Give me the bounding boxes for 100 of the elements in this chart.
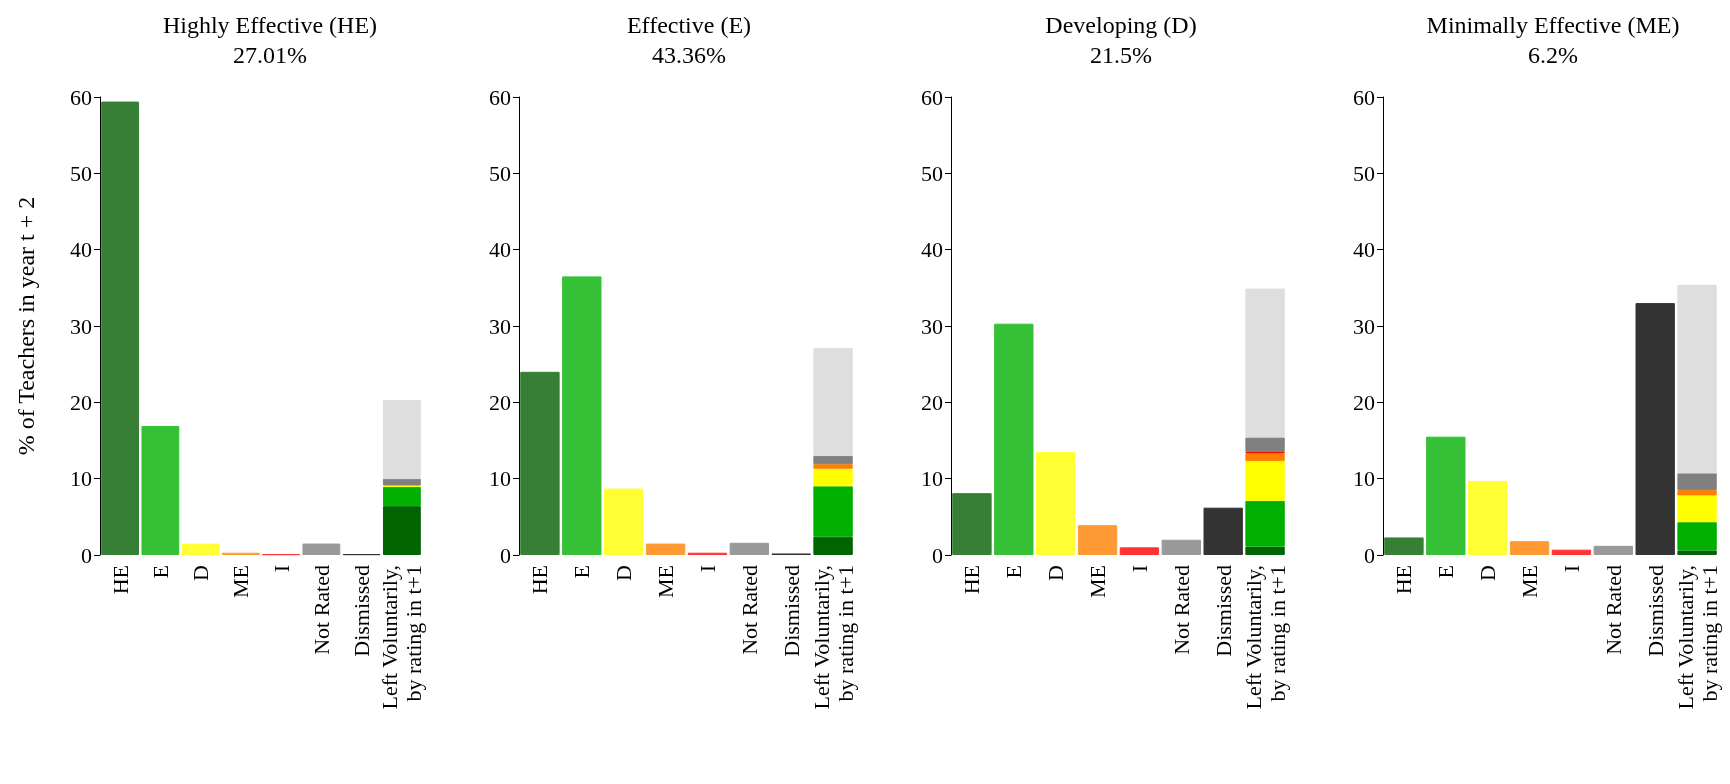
y-tick-label: 40 xyxy=(1353,237,1375,263)
y-tick-label: 10 xyxy=(70,466,92,492)
bar xyxy=(181,543,220,555)
y-tick-label: 50 xyxy=(921,160,943,186)
y-tick-label: 0 xyxy=(932,542,943,568)
y-tick-label: 60 xyxy=(70,84,92,110)
bar xyxy=(1245,546,1285,555)
bar xyxy=(382,487,421,507)
y-tick-label: 30 xyxy=(921,313,943,339)
x-tick-label: E xyxy=(1001,565,1027,579)
bar xyxy=(645,543,686,555)
bar xyxy=(101,101,140,555)
y-tick-label: 40 xyxy=(921,237,943,263)
chart-subtitle: 6.2% xyxy=(1528,42,1578,68)
y-tick-label: 0 xyxy=(500,542,511,568)
x-tick-label: Not Rated xyxy=(308,565,334,655)
bar xyxy=(1245,288,1285,438)
bar xyxy=(1677,284,1717,474)
bar xyxy=(604,488,644,555)
bar xyxy=(1161,539,1201,555)
bar xyxy=(1468,480,1508,555)
bar xyxy=(813,486,853,537)
y-tick-label: 40 xyxy=(489,237,511,263)
bar xyxy=(1203,507,1243,555)
x-tick-label: E xyxy=(147,565,173,579)
x-tick-label: E xyxy=(1433,565,1459,579)
x-tick-label: Dismissed xyxy=(349,565,375,657)
bar xyxy=(1509,541,1550,555)
x-tick-label: I xyxy=(694,565,720,573)
x-tick-label: ME xyxy=(1085,565,1111,598)
x-tick-label: ME xyxy=(228,565,254,598)
y-tick-label: 30 xyxy=(70,313,92,339)
x-tick-label: Left Voluntarily, by rating in t+1 xyxy=(1672,565,1722,710)
x-tick-label: HE xyxy=(107,565,133,595)
chart-subtitle: 27.01% xyxy=(233,42,307,68)
x-tick-label: HE xyxy=(1391,565,1417,595)
bar xyxy=(813,464,853,469)
x-tick-label: D xyxy=(1475,565,1501,581)
bar xyxy=(1677,522,1717,551)
y-tick-label: 20 xyxy=(70,389,92,415)
y-tick-label: 50 xyxy=(489,160,511,186)
y-tick-label: 60 xyxy=(489,84,511,110)
y-tick-label: 10 xyxy=(921,466,943,492)
bar xyxy=(1677,473,1717,491)
chart-title: Minimally Effective (ME) xyxy=(1426,12,1680,38)
bar xyxy=(1677,490,1717,496)
chart-subtitle: 21.5% xyxy=(1090,42,1152,68)
y-tick-label: 20 xyxy=(921,389,943,415)
y-tick-label: 0 xyxy=(81,542,92,568)
y-tick-label: 40 xyxy=(70,237,92,263)
bar xyxy=(382,478,421,486)
bar xyxy=(141,426,180,555)
x-tick-label: Not Rated xyxy=(1600,565,1626,655)
bar xyxy=(382,400,421,479)
y-tick-label: 50 xyxy=(70,160,92,186)
y-tick-label: 60 xyxy=(1353,84,1375,110)
x-tick-label: D xyxy=(611,565,637,581)
y-tick-label: 30 xyxy=(489,313,511,339)
x-tick-label: Dismissed xyxy=(778,565,804,657)
x-tick-label: HE xyxy=(959,565,985,595)
bar xyxy=(1635,303,1675,555)
bar xyxy=(562,276,602,555)
bar xyxy=(994,323,1034,555)
y-tick-label: 50 xyxy=(1353,160,1375,186)
x-tick-label: Left Voluntarily, by rating in t+1 xyxy=(377,565,427,710)
x-tick-label: Not Rated xyxy=(736,565,762,655)
bar xyxy=(1384,537,1424,555)
bar xyxy=(813,348,853,456)
x-tick-label: I xyxy=(1126,565,1152,573)
y-tick-label: 20 xyxy=(489,389,511,415)
x-tick-label: Dismissed xyxy=(1642,565,1668,657)
y-tick-label: 10 xyxy=(1353,466,1375,492)
bar xyxy=(1036,451,1076,555)
bar xyxy=(813,468,853,487)
bar xyxy=(1245,461,1285,501)
chart-title: Highly Effective (HE) xyxy=(162,12,378,38)
y-tick-label: 0 xyxy=(1364,542,1375,568)
bar xyxy=(1119,547,1160,555)
bar xyxy=(1593,545,1633,555)
bar xyxy=(1551,549,1592,555)
bar xyxy=(813,455,853,465)
bar xyxy=(1677,495,1717,523)
y-tick-label: 30 xyxy=(1353,313,1375,339)
x-tick-label: Left Voluntarily, by rating in t+1 xyxy=(808,565,858,710)
y-tick-label: 20 xyxy=(1353,389,1375,415)
bar xyxy=(1245,453,1285,462)
bar xyxy=(520,371,560,555)
bar xyxy=(1426,436,1466,555)
x-tick-label: Left Voluntarily, by rating in t+1 xyxy=(1240,565,1290,710)
y-tick-label: 10 xyxy=(489,466,511,492)
bar xyxy=(952,493,992,555)
x-tick-label: D xyxy=(188,565,214,581)
bar xyxy=(1077,525,1118,555)
x-tick-label: Dismissed xyxy=(1210,565,1236,657)
y-tick-label: 60 xyxy=(921,84,943,110)
chart-title: Developing (D) xyxy=(1045,12,1197,38)
chart-title: Effective (E) xyxy=(626,12,752,38)
bar xyxy=(729,542,769,555)
y-axis-title: % of Teachers in year t + 2 xyxy=(13,196,39,456)
x-tick-label: HE xyxy=(527,565,553,595)
